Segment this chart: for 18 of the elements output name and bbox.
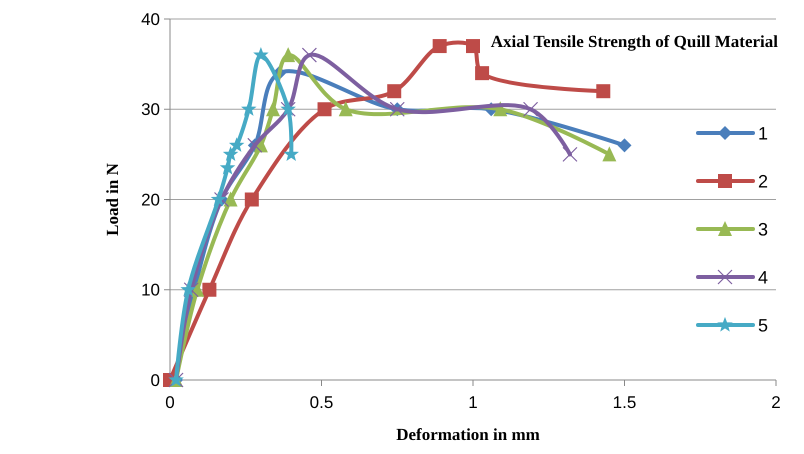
x-axis-title: Deformation in mm (396, 425, 540, 444)
x-tick-label: 1 (468, 393, 478, 412)
legend-label: 2 (758, 171, 768, 192)
legend-label: 1 (758, 123, 768, 144)
x-tick-label: 0 (165, 393, 175, 412)
y-axis-title: Load in N (103, 162, 122, 236)
y-tick-label: 20 (141, 190, 160, 210)
x-tick-label: 1.5 (612, 393, 636, 412)
legend-label: 5 (758, 315, 768, 336)
legend-label: 4 (758, 267, 768, 288)
x-tick-label: 0.5 (310, 393, 334, 412)
y-tick-label: 0 (150, 370, 160, 390)
legend-label: 3 (758, 219, 768, 240)
y-tick-label: 10 (141, 280, 160, 300)
x-tick-label: 2 (771, 393, 781, 412)
y-tick-label: 40 (141, 10, 160, 29)
y-tick-label: 30 (141, 100, 160, 120)
text: Axial Tensile Strength of Quill Material (490, 32, 778, 51)
